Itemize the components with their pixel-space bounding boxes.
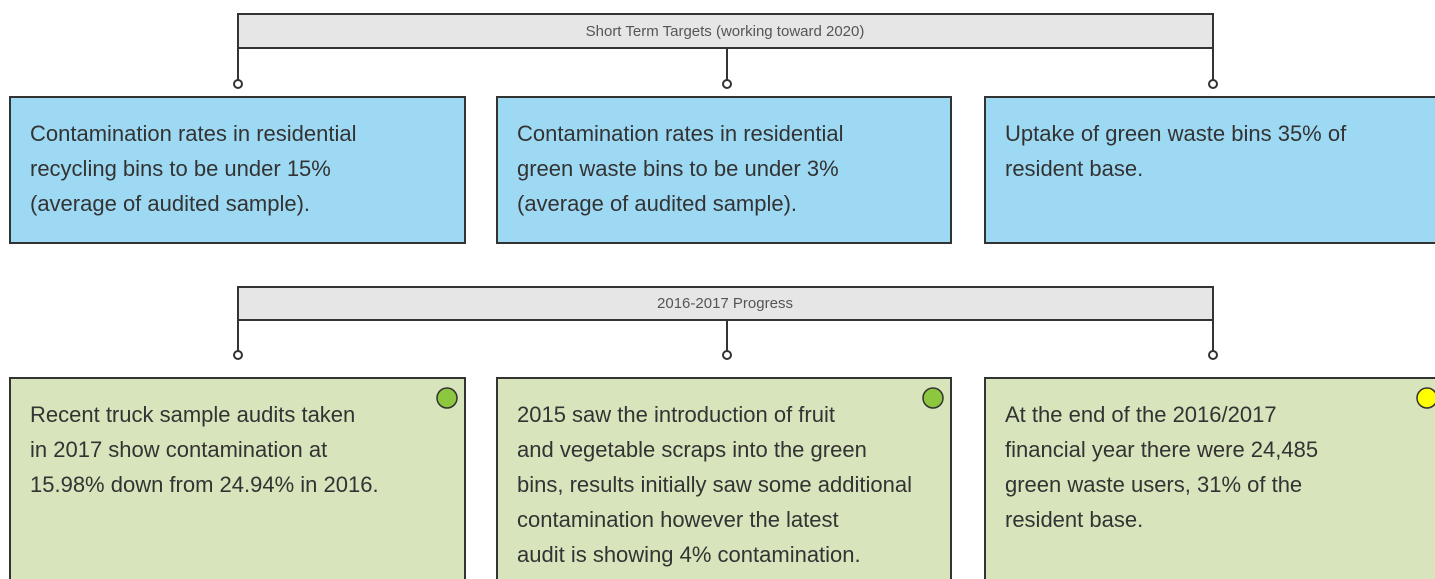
box-text: contamination however the latest bbox=[517, 507, 839, 532]
box-text: green waste bins to be under 3% bbox=[517, 156, 839, 181]
header-title: Short Term Targets (working toward 2020) bbox=[586, 23, 865, 40]
connector-end bbox=[722, 350, 732, 360]
box-text: Uptake of green waste bins 35% of bbox=[1005, 121, 1347, 146]
box-text: and vegetable scraps into the green bbox=[517, 437, 867, 462]
box-text: At the end of the 2016/2017 bbox=[1005, 402, 1277, 427]
box-text: audit is showing 4% contamination. bbox=[517, 542, 861, 567]
header-bar bbox=[237, 286, 1214, 321]
box-text: (average of audited sample). bbox=[517, 191, 797, 216]
header-bar bbox=[237, 13, 1214, 49]
status-indicator bbox=[1416, 387, 1435, 409]
box-text: resident base. bbox=[1005, 507, 1143, 532]
box bbox=[984, 96, 1435, 244]
box-text: in 2017 show contamination at bbox=[30, 437, 327, 462]
connector-end bbox=[233, 79, 243, 89]
box-text: 2015 saw the introduction of fruit bbox=[517, 402, 835, 427]
connector-end bbox=[1208, 350, 1218, 360]
box-text: Contamination rates in residential bbox=[517, 121, 844, 146]
box-text: Contamination rates in residential bbox=[30, 121, 357, 146]
box bbox=[984, 377, 1435, 579]
box-text: bins, results initially saw some additio… bbox=[517, 472, 912, 497]
box-text: green waste users, 31% of the bbox=[1005, 472, 1302, 497]
status-indicator bbox=[436, 387, 458, 409]
connector-end bbox=[1208, 79, 1218, 89]
box bbox=[496, 377, 952, 579]
box-text: (average of audited sample). bbox=[30, 191, 310, 216]
box-text: financial year there were 24,485 bbox=[1005, 437, 1318, 462]
box bbox=[9, 377, 466, 579]
connector-end bbox=[722, 79, 732, 89]
status-indicator bbox=[922, 387, 944, 409]
box-text: 15.98% down from 24.94% in 2016. bbox=[30, 472, 379, 497]
connector-end bbox=[233, 350, 243, 360]
box-text: recycling bins to be under 15% bbox=[30, 156, 331, 181]
box-text: Recent truck sample audits taken bbox=[30, 402, 355, 427]
box-text: resident base. bbox=[1005, 156, 1143, 181]
header-title: 2016-2017 Progress bbox=[657, 295, 793, 312]
connectors bbox=[233, 13, 1218, 360]
box bbox=[9, 96, 466, 244]
box bbox=[496, 96, 952, 244]
